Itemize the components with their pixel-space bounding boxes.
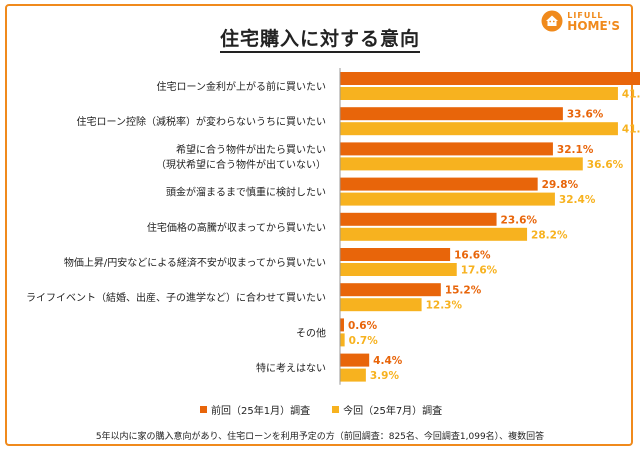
data-label: 3.9% [370,370,400,382]
legend-swatch-previous [200,406,207,413]
bar-current [340,368,366,382]
bar-current [340,192,555,206]
data-label: 32.4% [559,194,596,206]
category-label: 特に考えはない [256,363,326,375]
category-label: （現状希望に合う物件が出ていない） [156,158,326,171]
page-title-text: 住宅購入に対する意向 [219,28,420,53]
bar-current [340,227,528,241]
legend-item-previous: 前回（25年1月）調査 [200,402,310,417]
data-label: 41.9% [622,124,640,136]
category-label: 物価上昇/円安などによる経済不安が収まってから買いたい [64,256,326,269]
category-label: その他 [296,326,326,339]
lifull-homes-logo: LIFULL HOME'S [541,10,620,32]
bar-previous [340,283,441,297]
data-label: 29.8% [542,179,579,191]
data-label: 32.1% [557,144,594,156]
legend-swatch-current [332,406,340,413]
category-label: 住宅価格の高騰が収まってから買いたい [147,221,326,234]
bar-previous [340,177,538,191]
data-label: 16.6% [454,250,491,262]
bar-current [340,263,457,276]
category-label: 希望に合う物件が出たら買いたい [176,143,326,156]
category-label: 住宅ローン控除（減税率）が変わらないうちに買いたい [77,115,327,128]
data-label: 15.2% [445,285,482,297]
house-logo-icon [541,10,563,32]
data-label: 33.6% [567,109,604,121]
legend-label-previous: 前回（25年1月）調査 [211,406,311,417]
category-label: 頭金が溜まるまで慎重に検討したい [166,186,326,199]
chart-legend: 前回（25年1月）調査 今回（25年7月）調査 [200,402,442,417]
logo-big-text: HOME'S [567,19,620,33]
footnote: 5年以内に家の購入意向があり、住宅ローンを利用予定の方（前回調査：825名、今回… [95,432,545,442]
data-label: 36.6% [587,159,624,171]
bar-previous [340,248,451,261]
logo-small-text: LIFULL [567,11,604,20]
category-label: 住宅ローン金利が上がる前に買いたい [157,80,327,93]
legend-label-current: 今回（25年7月）調査 [343,406,443,417]
bar-previous [340,142,553,156]
bar-current [340,333,345,347]
data-label: 41.9% [622,89,640,101]
bar-current [340,298,422,312]
bar-current [340,157,583,171]
data-label: 28.2% [531,229,568,241]
data-label: 0.6% [348,320,378,332]
legend-item-current: 今回（25年7月）調査 [332,402,442,417]
page-title: 住宅購入に対する意向 [0,24,640,53]
bar-previous [340,212,497,226]
bar-previous [340,353,370,367]
bar-previous [340,72,640,85]
data-label: 0.7% [349,335,379,347]
data-label: 4.4% [373,355,403,367]
data-label: 17.6% [461,265,498,277]
bar-previous [340,107,563,121]
data-label: 12.3% [426,300,463,312]
bar-current [340,122,618,136]
category-label: ライフイベント（結婚、出産、子の進学など）に合わせて買いたい [26,291,326,304]
data-label: 23.6% [501,214,538,226]
bar-current [340,87,618,100]
bar-previous [340,318,344,332]
